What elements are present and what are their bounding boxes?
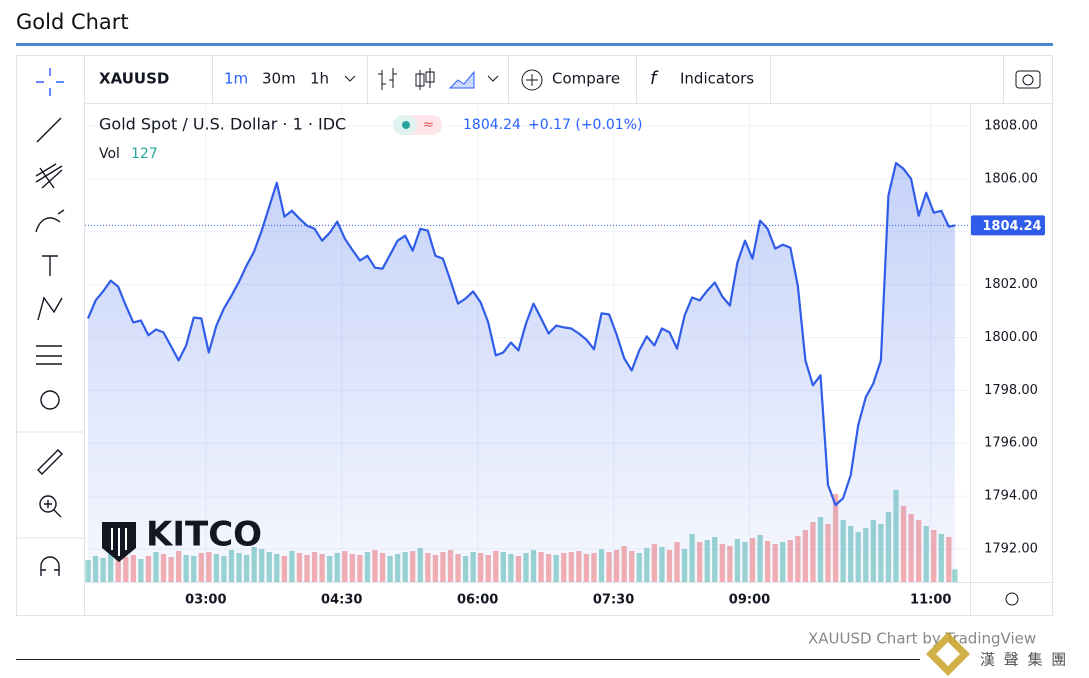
x-tick-label: 03:00 bbox=[185, 593, 226, 608]
magnet-tool[interactable] bbox=[40, 556, 60, 576]
compare-button[interactable]: Compare bbox=[552, 70, 620, 88]
y-tick-label: 1800.00 bbox=[984, 330, 1038, 345]
settings-icon[interactable] bbox=[1005, 592, 1019, 606]
interval[interactable]: 30m bbox=[262, 70, 296, 88]
zoom-tool[interactable] bbox=[39, 495, 57, 513]
indicators-button[interactable]: Indicators bbox=[680, 70, 754, 88]
y-tick-label: 1808.00 bbox=[984, 118, 1038, 133]
zoom-tool-plus[interactable] bbox=[44, 500, 62, 518]
instrument-name: Gold Spot / U.S. Dollar · 1 · IDC bbox=[99, 115, 346, 134]
interval[interactable]: 1m bbox=[224, 70, 248, 88]
compare-icon-plus bbox=[526, 74, 538, 86]
x-tick-label: 06:00 bbox=[457, 593, 498, 608]
bars-icon[interactable] bbox=[378, 68, 397, 90]
price-line bbox=[86, 161, 956, 507]
interval[interactable]: 1h bbox=[310, 70, 329, 88]
y-tick-label: 1796.00 bbox=[984, 436, 1038, 451]
crosshair-tool[interactable] bbox=[36, 68, 64, 96]
x-tick-label: 04:30 bbox=[321, 593, 362, 608]
x-tick-label: 07:30 bbox=[593, 593, 634, 608]
symbol[interactable]: XAUUSD bbox=[99, 70, 169, 88]
brush-tool[interactable] bbox=[35, 209, 65, 233]
area-icon[interactable] bbox=[448, 70, 475, 89]
last-price-tag bbox=[971, 215, 1045, 236]
snapshot-lens bbox=[1022, 74, 1034, 86]
footer-credit[interactable]: XAUUSD Chart by TradingView bbox=[808, 630, 1036, 648]
snapshot-icon[interactable] bbox=[1015, 70, 1041, 89]
text-tool[interactable] bbox=[42, 255, 58, 276]
price-area bbox=[88, 163, 955, 582]
stamp-logo bbox=[936, 642, 960, 666]
plot-area bbox=[85, 104, 970, 582]
emoji-tool[interactable] bbox=[40, 390, 60, 410]
title-rule bbox=[16, 43, 1053, 46]
y-tick-label: 1798.00 bbox=[984, 383, 1038, 398]
watermark: KITCO bbox=[146, 515, 262, 555]
pattern-tool[interactable] bbox=[37, 296, 63, 321]
price-change: +0.17 (+0.01%) bbox=[528, 117, 642, 133]
fib-tool[interactable] bbox=[35, 163, 63, 189]
last-price-tag-label: 1804.24 bbox=[982, 219, 1041, 234]
volume-last: 127 bbox=[131, 146, 158, 162]
status-dot bbox=[402, 121, 410, 129]
status-wave: ≈ bbox=[423, 118, 434, 133]
volume-name: Vol bbox=[99, 146, 120, 162]
candles-icon[interactable] bbox=[415, 68, 435, 90]
prediction-tool[interactable] bbox=[36, 345, 62, 365]
indicators-icon[interactable]: f bbox=[650, 68, 659, 89]
x-tick-label: 09:00 bbox=[729, 593, 770, 608]
y-tick-label: 1806.00 bbox=[984, 171, 1038, 186]
x-tick-label: 11:00 bbox=[910, 593, 951, 608]
y-tick-label: 1802.00 bbox=[984, 277, 1038, 292]
watermark-logo bbox=[111, 528, 127, 556]
trend-line-tool[interactable] bbox=[36, 117, 62, 143]
drawing-tools[interactable] bbox=[35, 68, 65, 576]
y-tick-label: 1794.00 bbox=[984, 489, 1038, 504]
page-title: Gold Chart bbox=[16, 10, 129, 34]
stamp-text: 漢 聲 集 團 bbox=[980, 651, 1068, 669]
dropdown-arrow[interactable] bbox=[344, 75, 356, 82]
last-price: 1804.24 bbox=[463, 117, 521, 133]
y-tick-label: 1792.00 bbox=[984, 541, 1038, 556]
dropdown-arrow[interactable] bbox=[487, 75, 499, 82]
measure-tool[interactable] bbox=[37, 449, 63, 475]
compare-icon[interactable] bbox=[521, 69, 543, 91]
